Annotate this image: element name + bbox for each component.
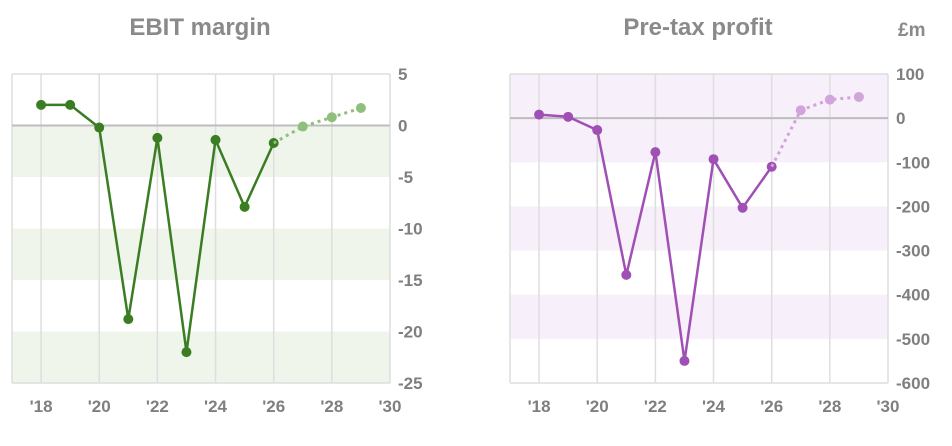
data-point bbox=[737, 202, 748, 213]
y-tick-label: -400 bbox=[896, 286, 930, 305]
data-point bbox=[65, 99, 76, 110]
y-tick-label: -300 bbox=[896, 242, 930, 261]
x-tick-label: '22 bbox=[146, 397, 169, 416]
forecast-point bbox=[355, 102, 366, 113]
y-tick-label: -200 bbox=[896, 197, 930, 216]
forecast-point bbox=[824, 94, 835, 105]
grid-band bbox=[12, 331, 390, 383]
y-tick-label: 5 bbox=[398, 65, 407, 84]
data-point bbox=[708, 154, 719, 165]
y-tick-label: -15 bbox=[398, 271, 423, 290]
x-tick-label: '20 bbox=[88, 397, 111, 416]
forecast-line bbox=[272, 106, 362, 145]
data-point bbox=[268, 138, 279, 149]
data-point bbox=[592, 125, 603, 136]
x-tick-label: '28 bbox=[818, 397, 841, 416]
grid-band bbox=[510, 118, 888, 163]
y-tick-label: -5 bbox=[398, 168, 413, 187]
x-tick-label: '24 bbox=[204, 397, 227, 416]
x-tick-label: '30 bbox=[877, 397, 900, 416]
x-tick-label: '26 bbox=[760, 397, 783, 416]
data-point bbox=[534, 109, 545, 120]
x-tick-label: '30 bbox=[379, 397, 402, 416]
x-tick-label: '20 bbox=[586, 397, 609, 416]
y-tick-label: -20 bbox=[398, 323, 423, 342]
data-point bbox=[239, 201, 250, 212]
y-tick-label: -10 bbox=[398, 220, 423, 239]
data-point bbox=[123, 314, 134, 325]
y-tick-label: 0 bbox=[896, 109, 905, 128]
data-point bbox=[210, 134, 221, 145]
data-point bbox=[94, 122, 105, 133]
grid-band bbox=[510, 74, 888, 119]
y-tick-label: -25 bbox=[398, 374, 423, 393]
grid-band bbox=[12, 125, 390, 177]
data-point bbox=[650, 147, 661, 158]
y-tick-label: 0 bbox=[398, 117, 407, 136]
chart-0: 5 0 -5 -10 -15 -20 -25 '18 '20 '22 '24 '26 '28 '30 bbox=[11, 65, 423, 416]
x-tick-label: '24 bbox=[702, 397, 725, 416]
x-tick-label: '22 bbox=[644, 397, 667, 416]
chart-title-pretax: Pre-tax profit bbox=[623, 14, 773, 41]
forecast-line bbox=[770, 95, 860, 168]
y-tick-label: -100 bbox=[896, 153, 930, 172]
y-tick-label: -600 bbox=[896, 374, 930, 393]
data-point bbox=[679, 355, 690, 366]
forecast-point bbox=[795, 105, 806, 116]
grid-band bbox=[510, 294, 888, 339]
data-point bbox=[152, 132, 163, 143]
forecast-point bbox=[853, 91, 864, 102]
chart-1: 100 0 -100 -200 -300 -400 -500 -600 '18 '20 '22 '24… bbox=[509, 65, 930, 416]
x-tick-label: '26 bbox=[262, 397, 285, 416]
data-point bbox=[621, 269, 632, 280]
unit-label-pretax: £m bbox=[898, 20, 926, 41]
x-tick-label: '18 bbox=[30, 397, 53, 416]
data-point bbox=[766, 161, 777, 172]
data-point bbox=[181, 347, 192, 358]
data-point bbox=[563, 111, 574, 122]
x-tick-label: '28 bbox=[320, 397, 343, 416]
forecast-point bbox=[297, 121, 308, 132]
data-point bbox=[36, 99, 47, 110]
chart-title-ebit: EBIT margin bbox=[129, 14, 271, 41]
forecast-point bbox=[326, 112, 337, 123]
y-tick-label: 100 bbox=[896, 65, 924, 84]
y-tick-label: -500 bbox=[896, 330, 930, 349]
x-tick-label: '18 bbox=[528, 397, 551, 416]
grid-band bbox=[510, 206, 888, 251]
